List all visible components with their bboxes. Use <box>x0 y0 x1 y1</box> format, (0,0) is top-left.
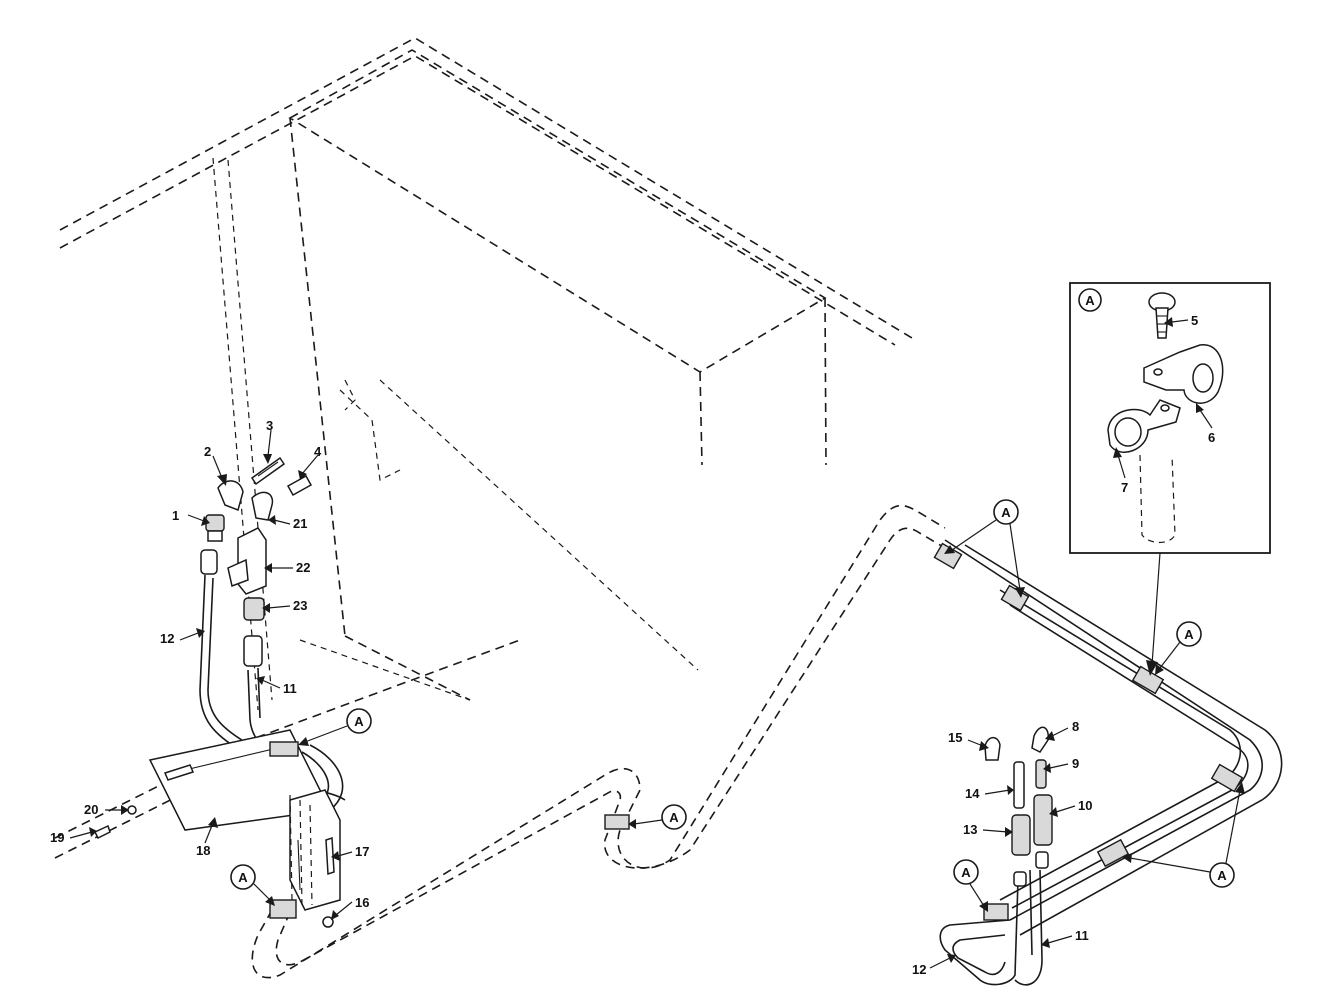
callout-17: 17 <box>355 844 369 859</box>
tube-nut-11 <box>243 635 263 667</box>
tube-9 <box>1035 759 1047 789</box>
reference-circles: A A A A A <box>230 499 1245 912</box>
callout-14: 14 <box>965 786 980 801</box>
elbow-21 <box>251 491 274 521</box>
svg-text:A: A <box>354 714 364 729</box>
leader-lines <box>69 317 1213 969</box>
svg-text:A: A <box>669 810 679 825</box>
fitting-1-nut <box>207 530 223 542</box>
callout-19: 19 <box>50 830 64 845</box>
clamp-left-top <box>269 741 299 757</box>
adapter-4 <box>286 474 313 497</box>
callout-7: 7 <box>1121 480 1128 495</box>
clamp-7 <box>604 814 630 830</box>
callout-10: 10 <box>1078 798 1092 813</box>
callout-15: 15 <box>948 730 962 745</box>
svg-text:A: A <box>1184 627 1194 642</box>
detail-a-panel: A <box>1069 282 1271 676</box>
svg-text:A: A <box>1001 505 1011 520</box>
screw-19 <box>93 824 111 840</box>
callout-21: 21 <box>293 516 307 531</box>
callout-11-right: 11 <box>1075 928 1089 943</box>
tube-end-11 <box>1035 851 1049 869</box>
callout-23: 23 <box>293 598 307 613</box>
ref-a-right-bottom: A <box>1122 782 1245 888</box>
screw-17 <box>325 836 335 876</box>
clamp-6 <box>983 903 1009 921</box>
svg-text:A: A <box>238 870 248 885</box>
callout-3: 3 <box>266 418 273 433</box>
callout-9: 9 <box>1072 756 1079 771</box>
svg-text:A: A <box>961 865 971 880</box>
callout-22: 22 <box>296 560 310 575</box>
clamp-2 <box>1000 584 1030 612</box>
ref-a-left-top: A <box>298 708 372 746</box>
ref-a-center: A <box>628 804 687 830</box>
callout-20: 20 <box>84 802 98 817</box>
clamp-3 <box>1131 665 1165 695</box>
callout-labels: 1 2 3 4 5 6 7 8 9 10 11 11 12 12 13 14 1… <box>50 313 1215 977</box>
detail-a-ref-label: A <box>1085 293 1095 308</box>
ref-a-bottom-right: A <box>953 859 988 912</box>
clamp-left-bottom <box>269 899 297 919</box>
callout-18: 18 <box>196 843 210 858</box>
callout-6: 6 <box>1208 430 1215 445</box>
fittings-left <box>93 456 335 928</box>
callout-12-left: 12 <box>160 631 174 646</box>
callout-11-left: 11 <box>283 681 297 696</box>
callout-4: 4 <box>314 444 322 459</box>
callout-13: 13 <box>963 822 977 837</box>
elbow-2 <box>217 480 244 511</box>
tube-nut-12 <box>200 549 218 575</box>
bracket-slot <box>163 764 195 781</box>
clamp-4 <box>1210 763 1244 793</box>
washer-20 <box>127 805 137 815</box>
ref-a-right-mid: A <box>1155 621 1202 675</box>
nipple-3 <box>250 456 286 486</box>
structure-outline <box>54 37 913 859</box>
tube-14 <box>1013 761 1025 809</box>
callout-12-right: 12 <box>912 962 926 977</box>
tube-clamps <box>604 542 1244 921</box>
ref-a-left-bottom: A <box>230 864 275 906</box>
detail-a-ref <box>1078 288 1102 312</box>
nut-16 <box>322 916 334 928</box>
fittings-right <box>984 726 1053 887</box>
nut-23 <box>243 597 265 621</box>
tube-end-12 <box>1013 871 1027 887</box>
valve-handle <box>227 558 249 588</box>
svg-text:A: A <box>1217 868 1227 883</box>
callout-8: 8 <box>1072 719 1079 734</box>
ref-a-top-right: A <box>944 499 1025 598</box>
callout-2: 2 <box>204 444 211 459</box>
callout-16: 16 <box>355 895 369 910</box>
clamp-5 <box>1096 838 1130 868</box>
hidden-tubing <box>251 504 946 979</box>
elbow-15 <box>984 736 1001 761</box>
elbow-8 <box>1031 726 1049 753</box>
fitting-10 <box>1033 794 1053 846</box>
callout-5: 5 <box>1191 313 1198 328</box>
fitting-13 <box>1011 814 1031 856</box>
callout-1: 1 <box>172 508 179 523</box>
